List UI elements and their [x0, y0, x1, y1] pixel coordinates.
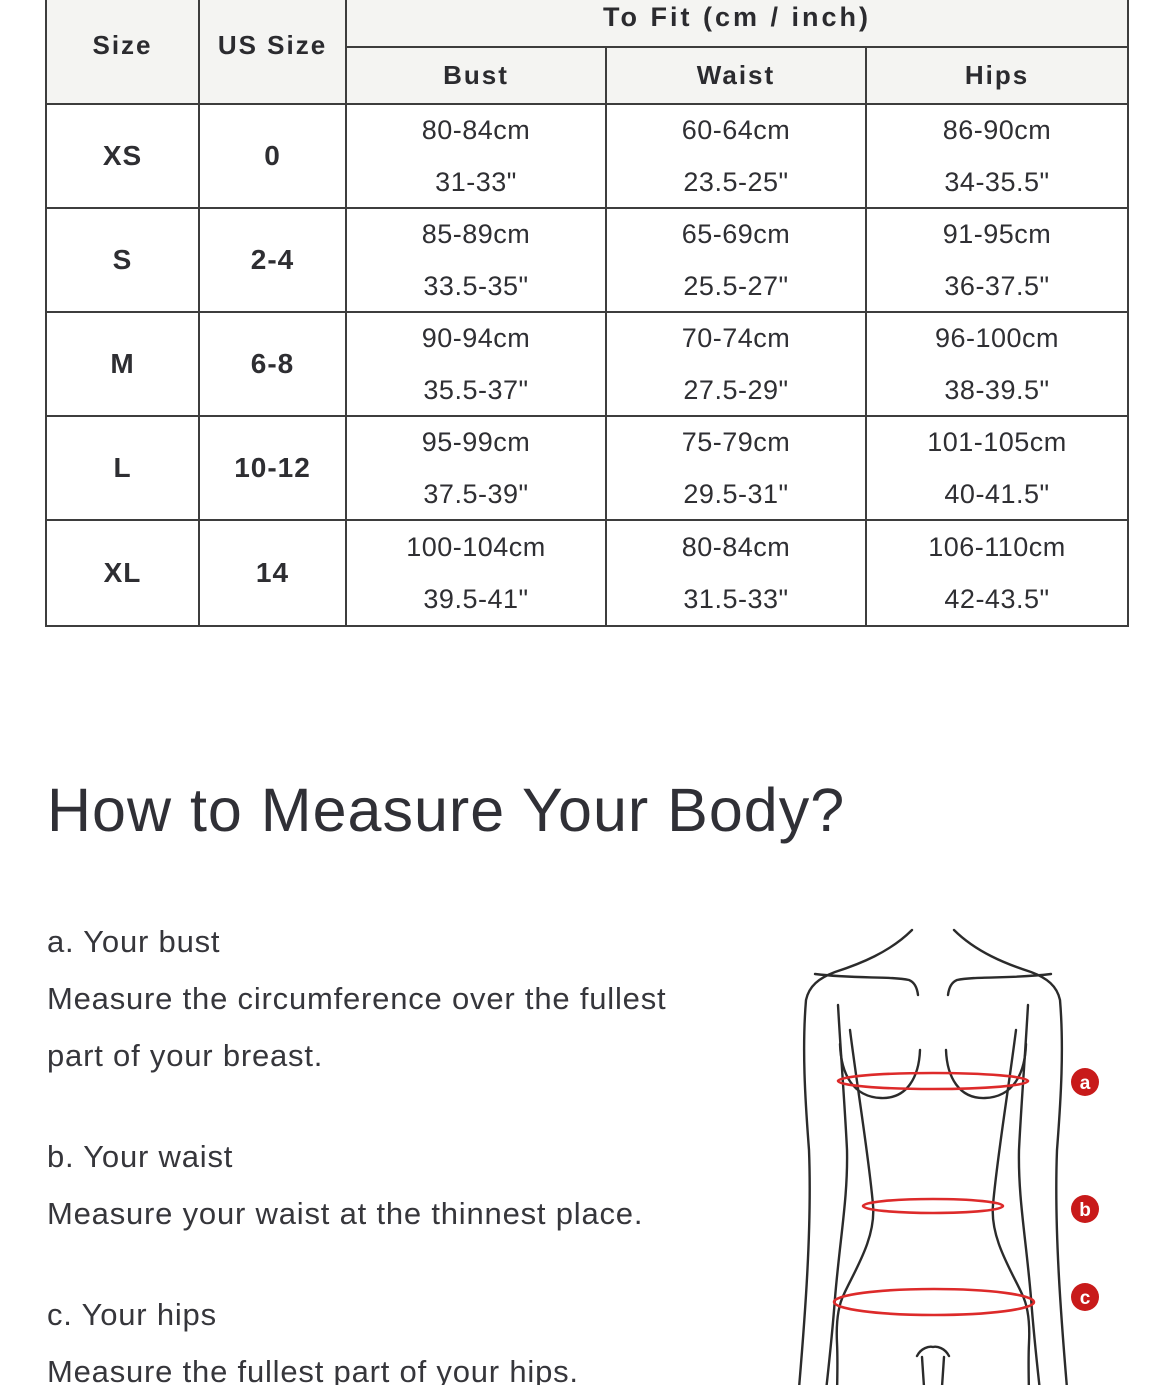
- size-cell: XL: [47, 521, 200, 625]
- section-text: part of your breast.: [47, 1038, 324, 1073]
- bust-cell: 85-89cm 33.5-35": [347, 209, 607, 313]
- us-size-cell: 14: [200, 521, 347, 625]
- bust-cell: 90-94cm 35.5-37": [347, 313, 607, 417]
- waist-cell: 60-64cm 23.5-25": [607, 105, 867, 209]
- badge-c-label: c: [1080, 1288, 1091, 1309]
- col-header-size: Size: [47, 0, 200, 105]
- waist-cm: 70-74cm: [681, 322, 791, 353]
- waist-in: 31.5-33": [683, 584, 789, 614]
- section-text: Measure the fullest part of your hips.: [47, 1354, 579, 1385]
- body-figure-drawing: a b c: [798, 928, 1099, 1385]
- us-size-cell: 0: [200, 105, 347, 209]
- badge-a-label: a: [1080, 1073, 1091, 1094]
- body-figure: a b c: [785, 898, 1155, 1385]
- us-size-cell: 6-8: [200, 313, 347, 417]
- measure-section-waist: b. Your waist Measure your waist at the …: [47, 1128, 837, 1242]
- hips-cm: 86-90cm: [942, 114, 1052, 145]
- bust-cm: 100-104cm: [406, 531, 546, 562]
- waist-cell: 70-74cm 27.5-29": [607, 313, 867, 417]
- us-size-cell: 2-4: [200, 209, 347, 313]
- waist-cm: 60-64cm: [681, 114, 791, 145]
- us-size-cell: 10-12: [200, 417, 347, 521]
- waist-in: 25.5-27": [683, 271, 789, 301]
- section-label: c. Your hips: [47, 1297, 217, 1332]
- measure-badges: a b c: [1071, 1068, 1099, 1311]
- bust-line: [836, 1071, 1030, 1091]
- bust-cm: 90-94cm: [421, 322, 531, 353]
- measure-lines: [832, 1071, 1036, 1317]
- waist-cm: 80-84cm: [681, 531, 791, 562]
- col-header-hips: Hips: [867, 48, 1127, 105]
- hips-cm: 101-105cm: [927, 426, 1067, 457]
- badge-a-circle: [1071, 1068, 1099, 1096]
- waist-cm: 75-79cm: [681, 426, 791, 457]
- measure-guide: How to Measure Your Body? a. Your bust M…: [47, 775, 846, 1385]
- waist-in: 27.5-29": [683, 375, 789, 405]
- bust-in: 31-33": [435, 167, 517, 197]
- size-cell: XS: [47, 105, 200, 209]
- hips-cell: 96-100cm 38-39.5": [867, 313, 1127, 417]
- bust-cm: 80-84cm: [421, 114, 531, 145]
- waist-cell: 65-69cm 25.5-27": [607, 209, 867, 313]
- size-cell: S: [47, 209, 200, 313]
- bust-cell: 80-84cm 31-33": [347, 105, 607, 209]
- measure-section-hips: c. Your hips Measure the fullest part of…: [47, 1286, 837, 1385]
- hips-in: 36-37.5": [944, 271, 1050, 301]
- hips-in: 42-43.5": [944, 584, 1050, 614]
- hips-in: 34-35.5": [944, 167, 1050, 197]
- waist-cell: 80-84cm 31.5-33": [607, 521, 867, 625]
- bust-in: 39.5-41": [423, 584, 529, 614]
- measure-section-bust: a. Your bust Measure the circumference o…: [47, 913, 837, 1084]
- hips-in: 38-39.5": [944, 375, 1050, 405]
- section-text: Measure your waist at the thinnest place…: [47, 1196, 644, 1231]
- hips-cell: 106-110cm 42-43.5": [867, 521, 1127, 625]
- bust-in: 35.5-37": [423, 375, 529, 405]
- bust-cm: 85-89cm: [421, 218, 531, 249]
- col-header-us-size: US Size: [200, 0, 347, 105]
- torso-outline: [798, 928, 1068, 1385]
- bust-in: 33.5-35": [423, 271, 529, 301]
- bust-cell: 100-104cm 39.5-41": [347, 521, 607, 625]
- waist-line: [861, 1197, 1005, 1215]
- hip-line: [832, 1287, 1036, 1317]
- hips-cm: 96-100cm: [934, 322, 1060, 353]
- col-header-waist: Waist: [607, 48, 867, 105]
- hips-cell: 101-105cm 40-41.5": [867, 417, 1127, 521]
- waist-in: 23.5-25": [683, 167, 789, 197]
- waist-in: 29.5-31": [683, 479, 789, 509]
- size-cell: M: [47, 313, 200, 417]
- hips-in: 40-41.5": [944, 479, 1050, 509]
- bust-in: 37.5-39": [423, 479, 529, 509]
- hips-cell: 91-95cm 36-37.5": [867, 209, 1127, 313]
- hips-cell: 86-90cm 34-35.5": [867, 105, 1127, 209]
- section-label: a. Your bust: [47, 924, 221, 959]
- badge-c-circle: [1071, 1283, 1099, 1311]
- col-header-to-fit: To Fit (cm / inch): [347, 0, 1127, 48]
- badge-b-circle: [1071, 1195, 1099, 1223]
- bust-cell: 95-99cm 37.5-39": [347, 417, 607, 521]
- col-header-bust: Bust: [347, 48, 607, 105]
- waist-cm: 65-69cm: [681, 218, 791, 249]
- size-chart-table: Size US Size To Fit (cm / inch) Bust Wai…: [45, 0, 1129, 627]
- hips-cm: 91-95cm: [942, 218, 1052, 249]
- bust-cm: 95-99cm: [421, 426, 531, 457]
- waist-cell: 75-79cm 29.5-31": [607, 417, 867, 521]
- hips-cm: 106-110cm: [928, 531, 1066, 562]
- page-title: How to Measure Your Body?: [47, 776, 846, 844]
- size-cell: L: [47, 417, 200, 521]
- badge-b-label: b: [1079, 1200, 1091, 1221]
- section-label: b. Your waist: [47, 1139, 234, 1174]
- section-text: Measure the circumference over the fulle…: [47, 981, 667, 1016]
